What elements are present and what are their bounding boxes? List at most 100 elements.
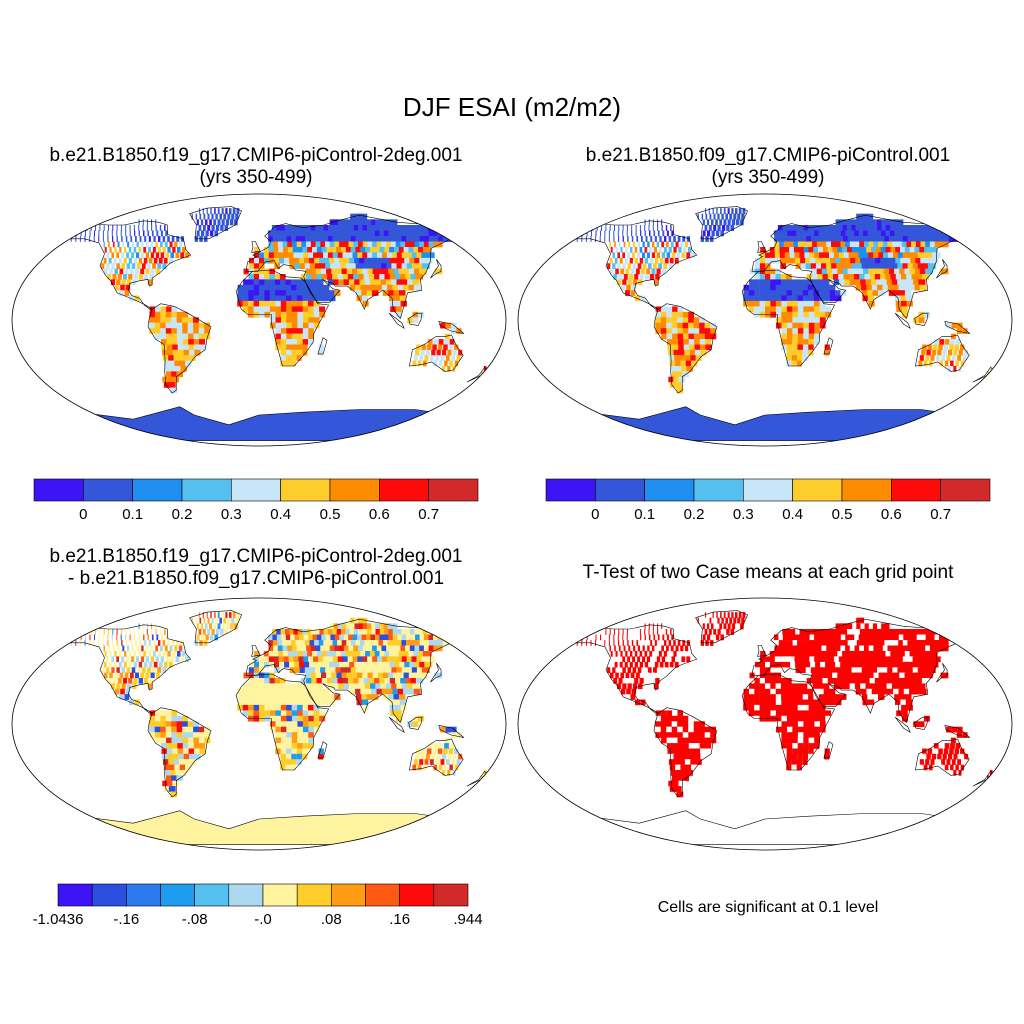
grid-cell bbox=[145, 656, 149, 663]
grid-cell bbox=[114, 247, 117, 253]
grid-cell bbox=[824, 640, 832, 646]
grid-cell bbox=[786, 284, 793, 291]
grid-cell bbox=[296, 683, 302, 690]
grid-cell bbox=[792, 715, 799, 722]
grid-cell bbox=[906, 678, 914, 684]
grid-cell bbox=[832, 672, 839, 679]
grid-cell bbox=[666, 306, 673, 313]
grid-cell bbox=[160, 721, 166, 728]
grid-cell bbox=[944, 360, 949, 367]
grid-cell bbox=[403, 268, 411, 275]
grid-cell bbox=[391, 252, 400, 259]
grid-cell bbox=[659, 257, 664, 264]
grid-cell bbox=[243, 683, 249, 690]
grid-cell bbox=[894, 268, 902, 275]
grid-cell bbox=[182, 311, 188, 318]
grid-cell bbox=[819, 322, 826, 329]
grid-cell bbox=[160, 311, 166, 318]
grid-cell bbox=[796, 360, 802, 367]
grid-cell bbox=[189, 355, 196, 361]
grid-cell bbox=[95, 629, 96, 635]
grid-cell bbox=[220, 225, 224, 231]
grid-cell bbox=[407, 721, 413, 728]
grid-cell bbox=[900, 661, 908, 668]
grid-cell bbox=[309, 236, 316, 242]
grid-cell bbox=[690, 759, 697, 765]
grid-cell bbox=[421, 252, 430, 259]
grid-cell bbox=[646, 656, 650, 663]
grid-cell bbox=[269, 704, 276, 711]
grid-cell bbox=[416, 656, 425, 663]
grid-cell bbox=[895, 257, 903, 264]
grid-cell bbox=[112, 629, 114, 635]
grid-cell bbox=[162, 236, 166, 242]
grid-cell bbox=[866, 688, 873, 695]
grid-cell bbox=[781, 737, 788, 744]
grid-cell bbox=[440, 726, 446, 733]
grid-cell bbox=[803, 629, 810, 635]
grid-cell bbox=[454, 344, 459, 351]
grid-cell bbox=[808, 737, 815, 744]
grid-cell bbox=[786, 339, 793, 345]
grid-cell bbox=[645, 236, 648, 242]
grid-cell bbox=[280, 759, 286, 765]
grid-cell bbox=[847, 268, 855, 275]
grid-cell bbox=[242, 290, 249, 296]
grid-cell bbox=[624, 257, 628, 264]
grid-cell bbox=[315, 268, 323, 275]
grid-cell bbox=[120, 688, 125, 695]
grid-cell bbox=[371, 667, 379, 673]
grid-cell bbox=[856, 247, 864, 253]
grid-cell bbox=[919, 651, 928, 657]
grid-cell bbox=[171, 775, 178, 782]
grid-cell bbox=[808, 349, 814, 356]
grid-cell bbox=[960, 360, 965, 367]
grid-cell bbox=[661, 219, 663, 226]
grid-cell bbox=[348, 645, 356, 652]
grid-cell bbox=[323, 640, 330, 646]
grid-cell bbox=[814, 328, 820, 334]
grid-cell bbox=[435, 355, 440, 361]
grid-cell bbox=[637, 667, 642, 673]
grid-cell bbox=[663, 263, 668, 269]
grid-cell bbox=[125, 634, 127, 641]
grid-cell bbox=[407, 279, 415, 286]
grid-cell bbox=[189, 349, 196, 356]
grid-cell bbox=[98, 640, 100, 646]
grid-cell bbox=[120, 634, 122, 641]
grid-cell bbox=[163, 786, 171, 792]
grid-cell bbox=[342, 623, 350, 630]
grid-cell bbox=[937, 349, 942, 356]
grid-cell bbox=[116, 667, 120, 673]
grid-cell bbox=[117, 645, 120, 652]
grid-cell bbox=[770, 683, 776, 690]
grid-cell bbox=[595, 236, 597, 242]
grid-cell bbox=[308, 737, 314, 744]
grid-cell bbox=[907, 236, 917, 242]
grid-cell bbox=[619, 257, 623, 264]
grid-cell bbox=[808, 300, 815, 307]
grid-cell bbox=[923, 715, 930, 722]
grid-cell bbox=[327, 279, 335, 286]
grid-cell bbox=[609, 661, 613, 668]
grid-cell bbox=[234, 219, 238, 226]
grid-cell bbox=[668, 355, 676, 361]
grid-cell bbox=[235, 617, 239, 624]
grid-cell bbox=[352, 230, 361, 237]
grid-cell bbox=[398, 268, 406, 275]
grid-cell bbox=[882, 688, 890, 695]
grid-cell bbox=[279, 257, 285, 264]
grid-cell bbox=[644, 634, 646, 641]
grid-cell bbox=[301, 279, 308, 286]
grid-cell bbox=[782, 230, 789, 237]
grid-cell bbox=[743, 284, 750, 291]
grid-cell bbox=[345, 667, 353, 673]
grid-cell bbox=[775, 274, 782, 280]
grid-cell bbox=[376, 688, 384, 695]
grid-cell bbox=[957, 355, 961, 361]
grid-cell bbox=[794, 252, 801, 259]
grid-cell bbox=[667, 743, 674, 749]
grid-cell bbox=[135, 672, 139, 679]
grid-cell bbox=[412, 683, 420, 690]
grid-cell bbox=[858, 268, 865, 275]
